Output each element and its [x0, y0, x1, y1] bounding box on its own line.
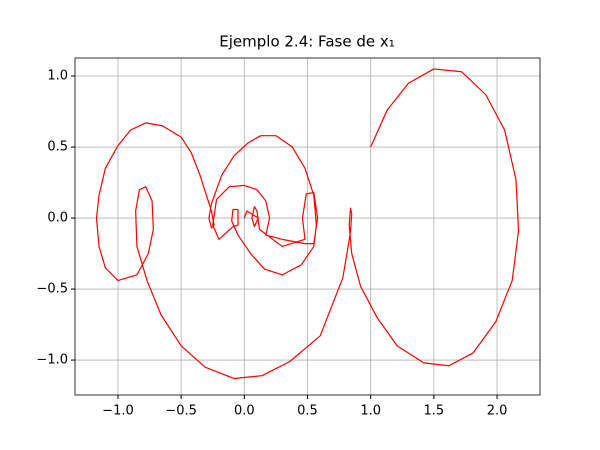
y-tick-label: −0.5	[36, 282, 68, 297]
x-tick-label: 1.5	[424, 404, 445, 419]
chart-title: Ejemplo 2.4: Fase de x₁	[219, 33, 394, 51]
x-tick-label: −0.5	[165, 404, 197, 419]
x-tick-label: 0.0	[234, 404, 255, 419]
x-tick-label: 1.0	[360, 404, 381, 419]
data-line	[95, 68, 520, 380]
plot-frame	[74, 57, 541, 396]
y-tick-label: 0.5	[47, 140, 68, 155]
y-tick-label: 1.0	[47, 69, 68, 84]
x-tick-label: 2.0	[487, 404, 508, 419]
x-tick-label: −1.0	[102, 404, 134, 419]
y-tick-label: 0.0	[47, 211, 68, 226]
y-tick-label: −1.0	[36, 353, 68, 368]
x-tick-label: 0.5	[297, 404, 318, 419]
